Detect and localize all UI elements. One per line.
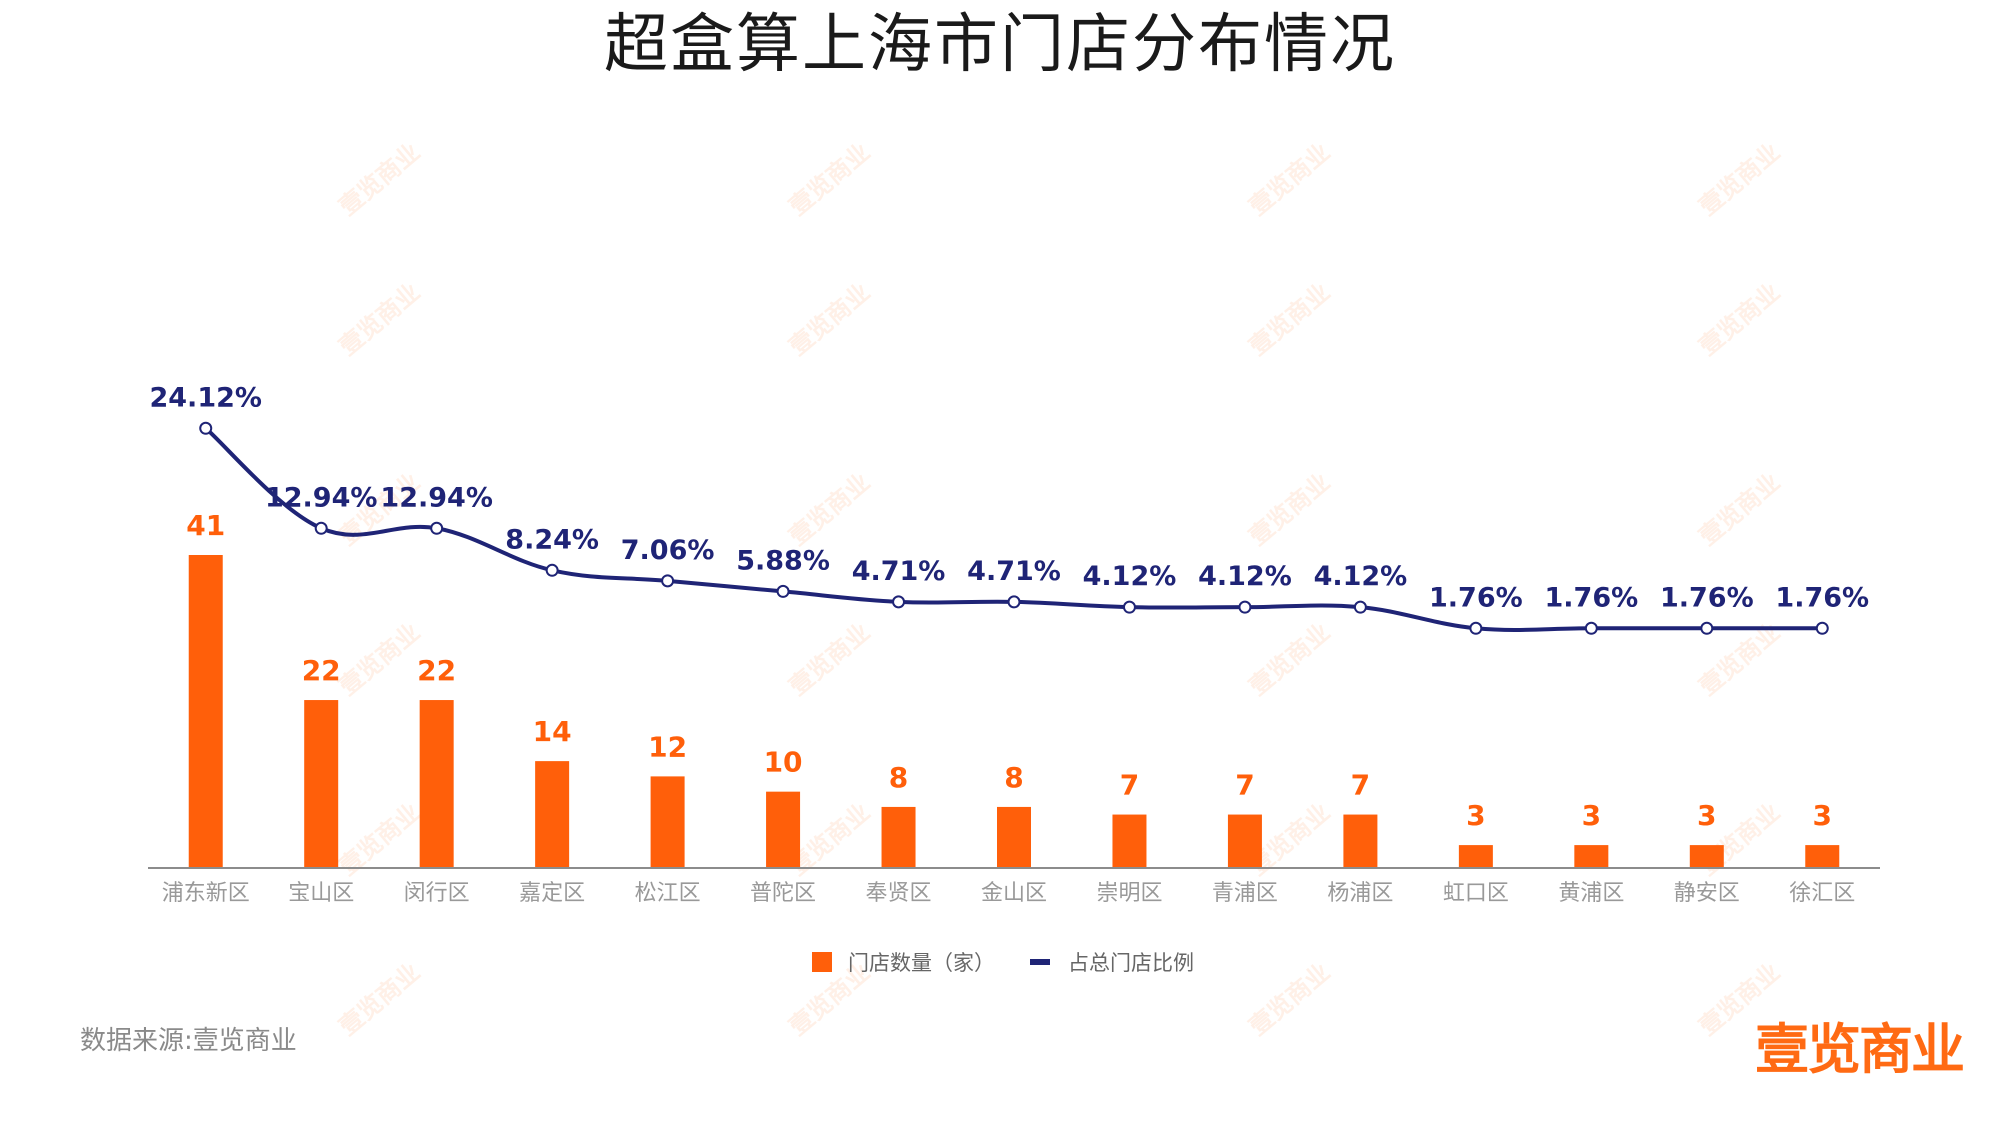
bar-value-label: 3 <box>1813 799 1832 832</box>
legend-bar-label: 门店数量（家） <box>848 951 995 975</box>
line-point <box>1353 600 1367 614</box>
bar <box>1458 845 1493 868</box>
bar-labels: 41 22 22 14 12 10 8 8 7 7 7 3 3 3 3 <box>186 509 1832 832</box>
bar <box>997 806 1031 868</box>
bar <box>535 761 570 868</box>
line-value-label: 12.94% <box>265 482 377 513</box>
line-point <box>661 574 675 588</box>
data-source: 数据来源:壹览商业 <box>80 1026 297 1056</box>
line-value-label: 4.12% <box>1083 561 1177 592</box>
line-point <box>1700 621 1714 635</box>
bar-value-label: 8 <box>889 761 908 794</box>
bar <box>766 791 801 868</box>
bar-value-label: 22 <box>302 654 341 687</box>
legend-line-swatch <box>1030 959 1050 965</box>
x-tick-label: 闵行区 <box>404 881 470 906</box>
bar-value-label: 22 <box>417 654 456 687</box>
line-value-label: 4.71% <box>967 556 1061 587</box>
line-point <box>1238 600 1252 614</box>
line-point <box>545 563 559 577</box>
bar <box>1227 814 1262 868</box>
line-value-label: 4.71% <box>852 556 946 587</box>
x-axis-ticks: 浦东新区 宝山区 闵行区 嘉定区 松江区 普陀区 奉贤区 金山区 崇明区 青浦区 杨浦区 虹口区 黄浦区… <box>162 881 1856 906</box>
bar <box>419 700 454 868</box>
bar-value-label: 3 <box>1466 799 1485 832</box>
bar <box>650 776 685 868</box>
bar-value-label: 7 <box>1235 769 1254 802</box>
x-tick-label: 青浦区 <box>1212 881 1278 906</box>
bar-value-label: 3 <box>1582 799 1601 832</box>
x-tick-label: 金山区 <box>981 881 1047 906</box>
bar-value-label: 14 <box>533 715 572 748</box>
bar-value-label: 3 <box>1697 799 1716 832</box>
line-path <box>204 426 1823 632</box>
line-point <box>892 595 906 609</box>
bar <box>1574 845 1609 868</box>
x-tick-label: 徐汇区 <box>1789 881 1855 906</box>
x-tick-label: 奉贤区 <box>866 881 932 906</box>
line-point <box>1815 621 1829 635</box>
line-value-label: 7.06% <box>621 535 715 566</box>
line-value-label: 4.12% <box>1314 561 1408 592</box>
line-value-label: 24.12% <box>149 382 261 413</box>
bar <box>1343 814 1378 868</box>
bar-series <box>188 555 1840 868</box>
line-value-label: 1.76% <box>1429 582 1523 613</box>
x-tick-label: 崇明区 <box>1096 881 1162 906</box>
x-tick-label: 杨浦区 <box>1327 881 1393 906</box>
line-point <box>776 584 790 598</box>
bar-value-label: 7 <box>1351 769 1370 802</box>
chart-title: 超盒算上海市门店分布情况 <box>604 8 1396 82</box>
bar-value-label: 12 <box>648 730 687 763</box>
bar-value-label: 8 <box>1004 761 1023 794</box>
bar-value-label: 10 <box>764 746 803 779</box>
brand-logo: 壹览商业 <box>1755 1018 1965 1081</box>
line-value-label: 4.12% <box>1198 561 1292 592</box>
x-tick-label: 宝山区 <box>288 881 354 906</box>
bar <box>881 806 916 868</box>
x-tick-label: 普陀区 <box>750 881 816 906</box>
x-tick-label: 静安区 <box>1674 881 1740 906</box>
line-value-label: 1.76% <box>1544 582 1638 613</box>
bar-value-label: 41 <box>186 509 225 542</box>
x-tick-label: 嘉定区 <box>519 881 585 906</box>
line-point <box>1007 595 1021 609</box>
bar <box>1112 814 1147 868</box>
line-labels: 24.12% 12.94% 12.94% 8.24% 7.06% 5.88% 4.71% 4.… <box>149 382 1869 613</box>
line-point <box>1584 621 1598 635</box>
line-point <box>199 421 213 435</box>
bar <box>304 700 339 868</box>
line-value-label: 1.76% <box>1660 582 1754 613</box>
legend-line-label: 占总门店比例 <box>1068 951 1194 975</box>
bar-value-label: 7 <box>1120 769 1139 802</box>
line-value-label: 5.88% <box>736 545 830 576</box>
line-point <box>314 521 328 535</box>
line-point <box>1122 600 1136 614</box>
bar <box>188 555 223 868</box>
line-point <box>430 521 444 535</box>
bar <box>1805 845 1840 868</box>
legend-bar-swatch <box>812 952 832 972</box>
legend: 门店数量（家） 占总门店比例 <box>812 951 1194 975</box>
line-value-label: 8.24% <box>505 524 599 555</box>
line-value-label: 1.76% <box>1775 582 1869 613</box>
bar <box>1689 845 1724 868</box>
x-tick-label: 黄浦区 <box>1558 881 1624 906</box>
x-tick-label: 虹口区 <box>1443 881 1509 906</box>
x-tick-label: 浦东新区 <box>162 881 250 906</box>
line-series <box>199 421 1829 635</box>
line-value-label: 12.94% <box>380 482 492 513</box>
line-point <box>1469 621 1483 635</box>
x-tick-label: 松江区 <box>635 881 701 906</box>
